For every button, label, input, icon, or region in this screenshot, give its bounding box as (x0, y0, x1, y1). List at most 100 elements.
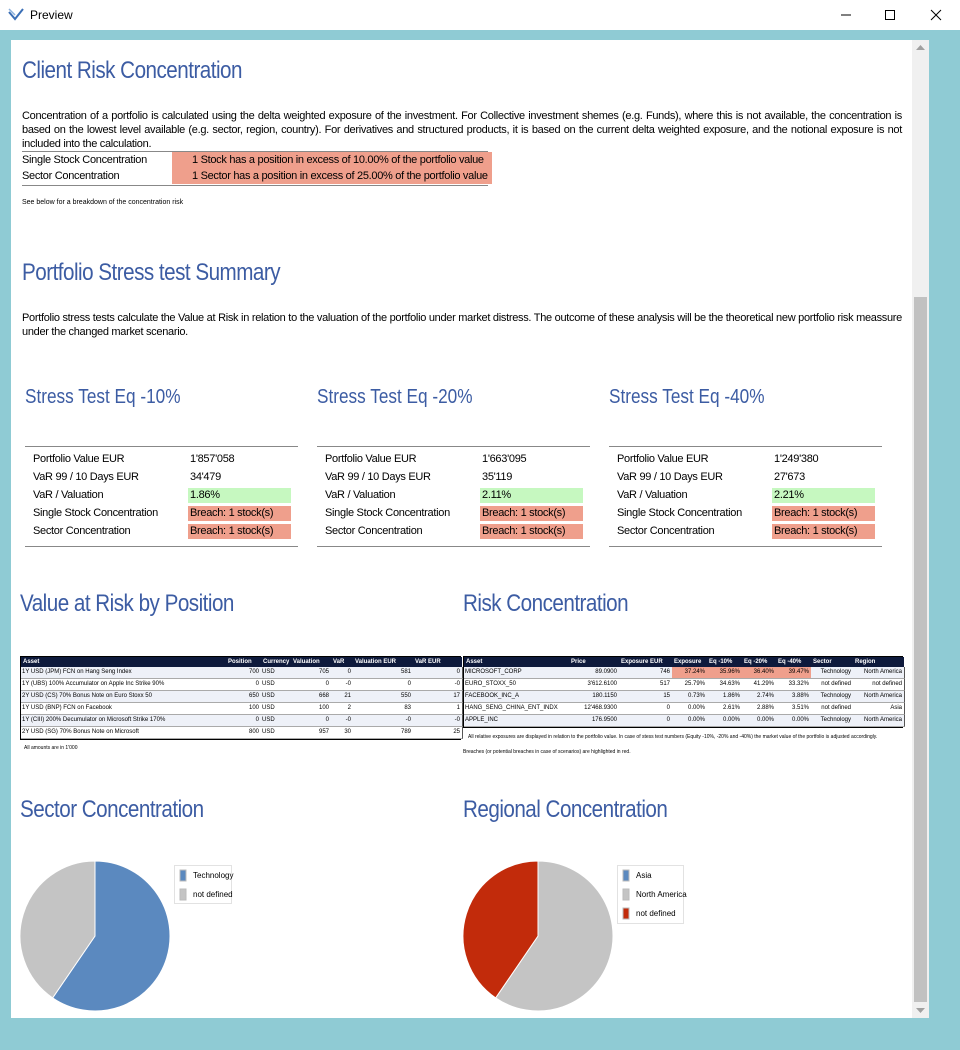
scrollbar[interactable] (912, 40, 929, 1018)
table-cell: not defined (811, 679, 854, 691)
table-cell: 83 (353, 703, 414, 715)
row-label: VaR / Valuation (325, 489, 396, 501)
table-cell: FACEBOOK_INC_A (464, 691, 570, 703)
table-cell: 550 (353, 691, 414, 703)
section-title: Value at Risk by Position (20, 590, 234, 617)
table-cell: 957 (291, 727, 332, 739)
section-title: Sector Concentration (20, 796, 204, 823)
pie-slice (19, 860, 96, 999)
stress-card: Portfolio Value EUR 1'857'058 VaR 99 / 10 … (25, 446, 298, 547)
column-header: Asset (464, 657, 569, 667)
table-cell: 15 (619, 691, 673, 703)
table-cell: 25 (413, 727, 463, 739)
row-value: Breach: 1 stock(s) (188, 524, 291, 539)
table-cell: 2Y USD (CS) 70% Bonus Note on Euro Stoxx… (21, 691, 227, 703)
pie-chart: Technology not defined (19, 860, 233, 1012)
table-cell: 30 (331, 727, 354, 739)
legend-label: Technology (193, 871, 233, 880)
table-cell: 12'468.9300 (569, 703, 620, 715)
pie-slice (51, 860, 171, 1012)
column-header: Valuation EUR (353, 657, 413, 667)
legend-label: North America (636, 890, 687, 899)
row-value: Breach: 1 stock(s) (480, 506, 583, 521)
table-cell: 25.79% (672, 679, 708, 691)
legend-swatch (622, 888, 630, 901)
row-value: Breach: 1 stock(s) (188, 506, 291, 521)
table-cell: USD (261, 715, 292, 727)
row-label: Sector Concentration (617, 525, 715, 537)
window-title: Preview (30, 8, 73, 22)
table-cell: North America (853, 691, 905, 703)
table-cell: 41.29% (742, 679, 777, 691)
table-cell: 1Y (CIII) 200% Decumulator on Microsoft … (21, 715, 227, 727)
legend-label: not defined (193, 890, 233, 899)
table-cell: 0 (226, 715, 262, 727)
table-cell: -0 (413, 679, 463, 691)
table-cell: North America (853, 667, 905, 679)
table-cell: EURO_STOXX_50 (464, 679, 570, 691)
note: All relative exposures are displayed in … (468, 734, 878, 740)
table-cell: 33.32% (776, 679, 812, 691)
row-value: 2.21% (772, 488, 875, 503)
row-label: VaR / Valuation (617, 489, 688, 501)
row-value: 27'673 (774, 471, 805, 483)
legend-label: Asia (636, 871, 652, 880)
row-value: 1 Sector has a position in excess of 25.… (172, 168, 492, 184)
table-cell: 0.00% (742, 715, 777, 727)
row-value: 35'119 (482, 471, 513, 483)
table-cell: 0 (331, 667, 354, 679)
table-cell: 517 (619, 679, 673, 691)
legend-swatch (179, 869, 187, 882)
table-cell: 2.74% (742, 691, 777, 703)
table-cell: 1 (413, 703, 463, 715)
table-cell: 34.63% (707, 679, 743, 691)
row-label: Sector Concentration (325, 525, 423, 537)
table-cell: 89.0900 (569, 667, 620, 679)
row-label: VaR 99 / 10 Days EUR (33, 471, 139, 483)
table-cell: 650 (226, 691, 262, 703)
legend-swatch (622, 907, 630, 920)
legend-swatch (622, 869, 630, 882)
scroll-down[interactable] (916, 1008, 925, 1014)
column-header: Price (569, 657, 619, 667)
table-cell: 668 (291, 691, 332, 703)
table-cell: 0 (353, 679, 414, 691)
table-cell: 746 (619, 667, 673, 679)
section-title: Regional Concentration (463, 796, 668, 823)
table-cell: 0 (619, 703, 673, 715)
table-cell: 789 (353, 727, 414, 739)
data-table: Asset Price Exposure EUR Exposure Eq -10% Eq … (463, 656, 905, 728)
table-cell: 36.40% (742, 667, 777, 679)
table-cell: 0.73% (672, 691, 708, 703)
legend-label: not defined (636, 909, 676, 918)
table-cell: USD (261, 691, 292, 703)
row-value: Breach: 1 stock(s) (772, 506, 875, 521)
pie-chart: Asia North America not defined (462, 860, 687, 1012)
table-cell: Asia (853, 703, 905, 715)
table-cell: -0 (353, 715, 414, 727)
row-label: Single Stock Concentration (617, 507, 742, 519)
table-cell: 100 (226, 703, 262, 715)
column-header: Currency (261, 657, 291, 667)
scroll-up[interactable] (916, 44, 925, 50)
table-cell: 100 (291, 703, 332, 715)
table-cell: 581 (353, 667, 414, 679)
table-cell: 21 (331, 691, 354, 703)
table-cell: 39.47% (776, 667, 812, 679)
table-cell: USD (261, 727, 292, 739)
table-cell: 0 (413, 667, 463, 679)
table-cell: 0.00% (672, 715, 708, 727)
section-title: Client Risk Concentration (22, 57, 243, 84)
column-header: Exposure (672, 657, 707, 667)
title-bar: Preview (0, 0, 960, 30)
table-cell: 0 (226, 679, 262, 691)
window-controls[interactable] (830, 0, 960, 30)
column-header: Asset (21, 657, 226, 667)
section-title: Portfolio Stress test Summary (22, 259, 281, 286)
table-cell: 800 (226, 727, 262, 739)
row-label: VaR / Valuation (33, 489, 104, 501)
table-cell: -0 (331, 679, 354, 691)
scroll-thumb[interactable] (914, 297, 927, 1002)
column-header: Eq -20% (742, 657, 776, 667)
table-cell: 700 (226, 667, 262, 679)
